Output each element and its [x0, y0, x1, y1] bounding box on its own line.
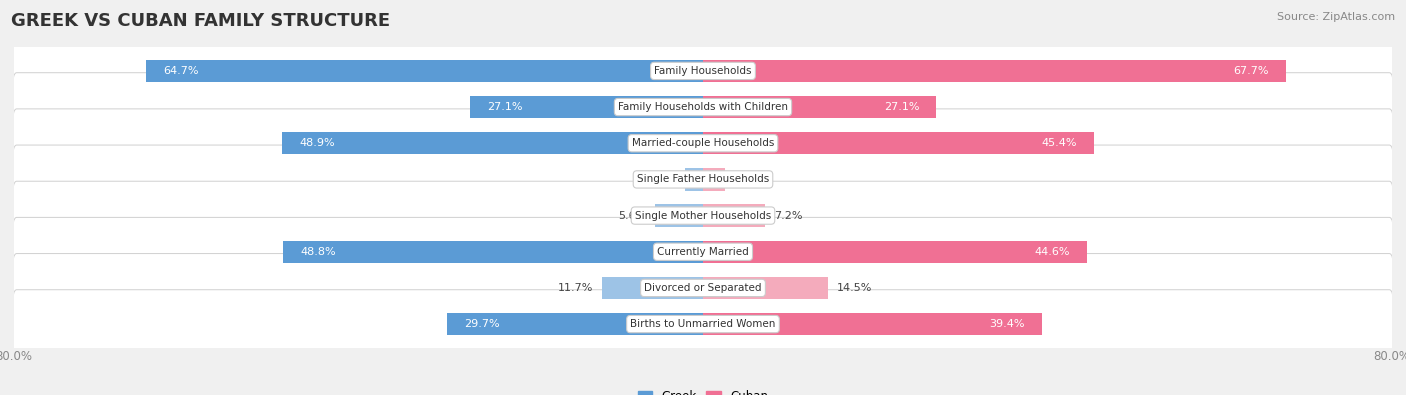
Bar [703, 313, 1042, 335]
Text: 7.2%: 7.2% [773, 211, 801, 220]
Legend: Greek, Cuban: Greek, Cuban [633, 385, 773, 395]
Text: Divorced or Separated: Divorced or Separated [644, 283, 762, 293]
FancyBboxPatch shape [13, 290, 1393, 358]
FancyBboxPatch shape [13, 254, 1393, 322]
Bar [703, 132, 1094, 154]
FancyBboxPatch shape [13, 181, 1393, 250]
Bar [703, 277, 828, 299]
Text: 2.1%: 2.1% [648, 175, 676, 184]
Text: 48.9%: 48.9% [299, 138, 335, 148]
Text: 27.1%: 27.1% [883, 102, 920, 112]
Text: 29.7%: 29.7% [464, 319, 501, 329]
Text: 48.8%: 48.8% [299, 247, 336, 257]
Text: Single Mother Households: Single Mother Households [636, 211, 770, 220]
Bar [146, 60, 703, 82]
Text: Family Households: Family Households [654, 66, 752, 76]
Bar [281, 132, 703, 154]
FancyBboxPatch shape [13, 37, 1393, 105]
Text: Family Households with Children: Family Households with Children [619, 102, 787, 112]
Bar [703, 96, 936, 118]
FancyBboxPatch shape [13, 109, 1393, 178]
Bar [685, 168, 703, 191]
Text: 44.6%: 44.6% [1035, 247, 1070, 257]
Text: Currently Married: Currently Married [657, 247, 749, 257]
Bar [447, 313, 703, 335]
Text: 64.7%: 64.7% [163, 66, 198, 76]
Bar [470, 96, 703, 118]
Text: 27.1%: 27.1% [486, 102, 523, 112]
Bar [703, 241, 1087, 263]
Text: 39.4%: 39.4% [990, 319, 1025, 329]
FancyBboxPatch shape [13, 73, 1393, 141]
Bar [703, 168, 725, 191]
Text: Married-couple Households: Married-couple Households [631, 138, 775, 148]
Text: 45.4%: 45.4% [1042, 138, 1077, 148]
Bar [655, 204, 703, 227]
FancyBboxPatch shape [13, 217, 1393, 286]
Text: Single Father Households: Single Father Households [637, 175, 769, 184]
Text: 5.6%: 5.6% [617, 211, 647, 220]
Text: 14.5%: 14.5% [837, 283, 872, 293]
FancyBboxPatch shape [13, 145, 1393, 214]
Text: GREEK VS CUBAN FAMILY STRUCTURE: GREEK VS CUBAN FAMILY STRUCTURE [11, 12, 391, 30]
Bar [283, 241, 703, 263]
Text: Source: ZipAtlas.com: Source: ZipAtlas.com [1277, 12, 1395, 22]
Text: 2.6%: 2.6% [734, 175, 762, 184]
Text: 11.7%: 11.7% [558, 283, 593, 293]
Bar [703, 60, 1286, 82]
Bar [703, 204, 765, 227]
Bar [602, 277, 703, 299]
Text: Births to Unmarried Women: Births to Unmarried Women [630, 319, 776, 329]
Text: 67.7%: 67.7% [1233, 66, 1268, 76]
